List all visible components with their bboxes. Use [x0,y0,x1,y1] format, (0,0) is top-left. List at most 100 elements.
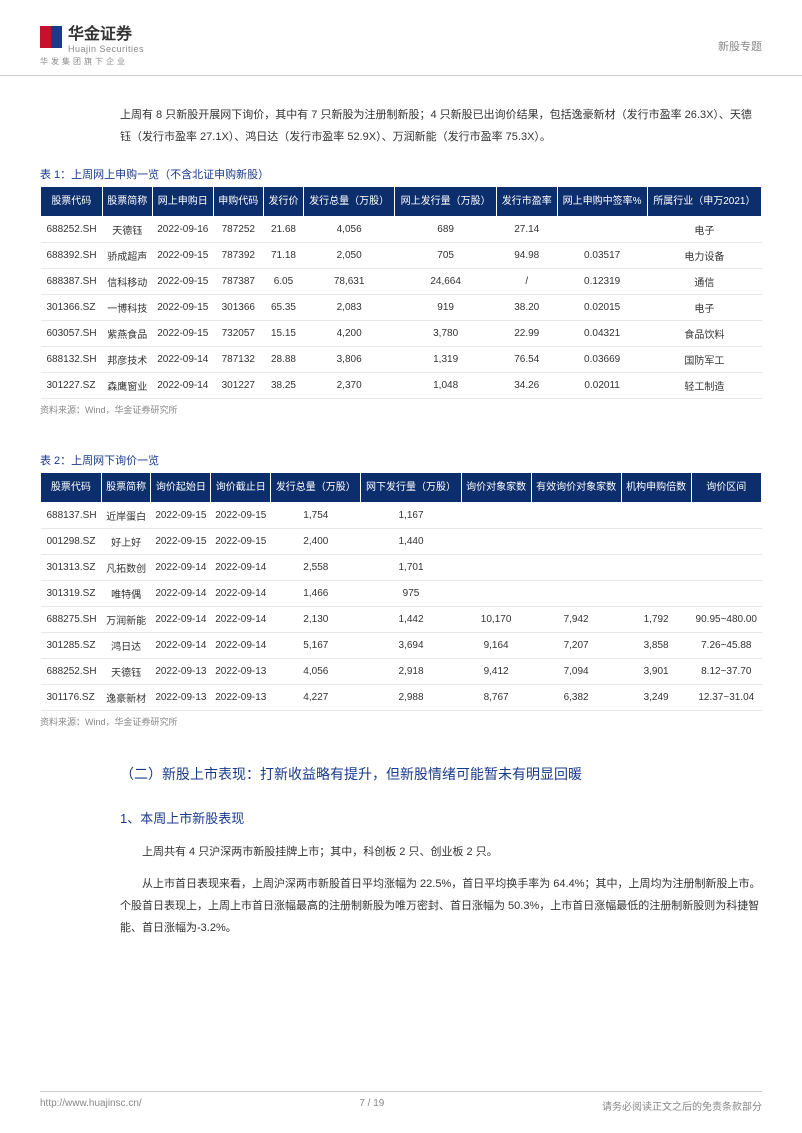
table-cell: 3,694 [361,633,461,659]
table-cell [461,555,531,581]
table-cell: 0.03517 [557,243,647,269]
table-cell: 通信 [647,269,761,295]
table-cell: 2022-09-13 [211,659,271,685]
table-cell: 1,701 [361,555,461,581]
table-header-cell: 询价截止日 [211,473,271,503]
table-cell: 9,412 [461,659,531,685]
table-cell: 732057 [213,321,263,347]
table-cell: 0.04321 [557,321,647,347]
table-cell [691,555,761,581]
table-cell: 689 [395,217,497,243]
table-cell: 邦彦技术 [102,347,152,373]
table-cell: 国防军工 [647,347,761,373]
table-cell: 2022-09-15 [151,503,211,529]
table-cell: 2022-09-15 [211,529,271,555]
table-cell: 65.35 [263,295,303,321]
table-cell: 2022-09-14 [211,581,271,607]
table-cell: 万润新能 [101,607,151,633]
footer-url: http://www.huajinsc.cn/ [40,1098,142,1113]
table-cell: 1,319 [395,347,497,373]
table1-source: 资料来源：Wind，华金证券研究所 [40,403,762,416]
table-cell [461,503,531,529]
table-cell: 688275.SH [41,607,102,633]
table-cell [621,581,691,607]
table2-title: 表 2：上周网下询价一览 [40,452,762,468]
table-cell: 15.15 [263,321,303,347]
table-cell: 3,806 [303,347,394,373]
table-cell: 3,780 [395,321,497,347]
table-cell: 1,466 [271,581,361,607]
table-cell: 2,370 [303,373,394,399]
table-cell: 38.20 [496,295,557,321]
table-cell: / [496,269,557,295]
table-row: 001298.SZ好上好2022-09-152022-09-152,4001,4… [41,529,762,555]
table-cell [461,529,531,555]
table-cell [691,581,761,607]
table-cell: 787392 [213,243,263,269]
table-cell: 688132.SH [41,347,103,373]
table-cell: 71.18 [263,243,303,269]
table-header-cell: 股票代码 [41,473,102,503]
table-cell: 2022-09-15 [151,529,211,555]
table-cell: 2,988 [361,685,461,711]
table-cell: 紫燕食品 [102,321,152,347]
table-cell: 逸豪新材 [101,685,151,711]
table-header-cell: 询价区间 [691,473,761,503]
table-cell: 电子 [647,295,761,321]
table-cell: 森鹰窗业 [102,373,152,399]
content-area: 上周有 8 只新股开展网下询价，其中有 7 只新股为注册制新股；4 只新股已出询… [0,104,802,939]
table-cell: 骄成超声 [102,243,152,269]
table-cell: 2,050 [303,243,394,269]
table-header-cell: 股票简称 [101,473,151,503]
table-cell: 唯特偶 [101,581,151,607]
section2-para2: 从上市首日表现来看，上周沪深两市新股首日平均涨幅为 22.5%，首日平均换手率为… [120,873,762,939]
table-cell: 22.99 [496,321,557,347]
table-cell: 2022-09-16 [152,217,213,243]
table-cell: 688392.SH [41,243,103,269]
table-cell: 0.12319 [557,269,647,295]
table-row: 688132.SH邦彦技术2022-09-1478713228.883,8061… [41,347,762,373]
table-cell: 2022-09-14 [211,633,271,659]
table-cell: 0.02015 [557,295,647,321]
table-cell [691,503,761,529]
table-cell: 2022-09-14 [152,373,213,399]
table-header-cell: 网上申购日 [152,187,213,217]
table-row: 301366.SZ一博科技2022-09-1530136665.352,0839… [41,295,762,321]
table-cell: 787387 [213,269,263,295]
table-cell: 8.12~37.70 [691,659,761,685]
table-cell [621,555,691,581]
table-cell: 34.26 [496,373,557,399]
table-cell [531,503,621,529]
logo-bottom: 华发集团旗下企业 [40,56,144,67]
table-cell: 28.88 [263,347,303,373]
table-cell: 688252.SH [41,217,103,243]
table-cell: 6.05 [263,269,303,295]
table-header-cell: 发行市盈率 [496,187,557,217]
table-cell: 轻工制造 [647,373,761,399]
table-cell: 电力设备 [647,243,761,269]
table-cell: 301366 [213,295,263,321]
table-cell: 好上好 [101,529,151,555]
table1: 股票代码股票简称网上申购日申购代码发行价发行总量（万股）网上发行量（万股）发行市… [40,186,762,399]
table-cell: 2,558 [271,555,361,581]
table-cell: 信科移动 [102,269,152,295]
table-header-cell: 发行总量（万股） [303,187,394,217]
table-row: 301285.SZ鸿日达2022-09-142022-09-145,1673,6… [41,633,762,659]
table-cell: 2022-09-14 [151,633,211,659]
table-header-cell: 申购代码 [213,187,263,217]
table-cell: 2,918 [361,659,461,685]
table-row: 301313.SZ凡拓数创2022-09-142022-09-142,5581,… [41,555,762,581]
table-cell: 4,056 [303,217,394,243]
table-cell: 2022-09-14 [152,347,213,373]
table-cell: 688387.SH [41,269,103,295]
table-cell: 0.03669 [557,347,647,373]
table-row: 688252.SH天德钰2022-09-1678725221.684,05668… [41,217,762,243]
table-cell: 10,170 [461,607,531,633]
table-cell: 1,048 [395,373,497,399]
footer-disclaimer: 请务必阅读正文之后的免责条款部分 [602,1098,762,1113]
table2: 股票代码股票简称询价起始日询价截止日发行总量（万股）网下发行量（万股）询价对象家… [40,472,762,711]
table-cell: 2,083 [303,295,394,321]
page-footer: http://www.huajinsc.cn/ 7 / 19 请务必阅读正文之后… [40,1091,762,1113]
table-cell: 919 [395,295,497,321]
table-cell: 301313.SZ [41,555,102,581]
